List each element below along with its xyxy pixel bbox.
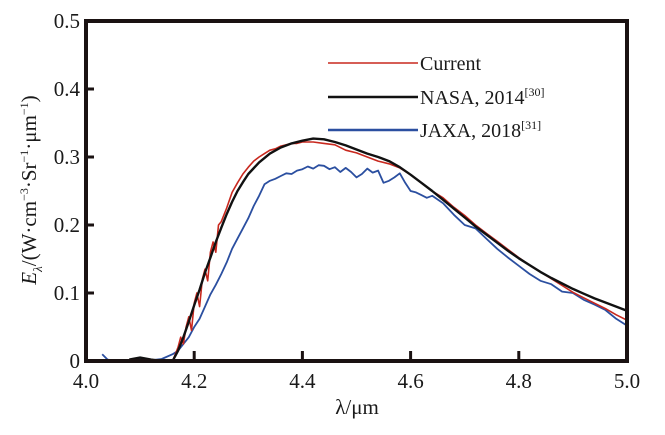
axes (84, 19, 629, 363)
series-line-nasa-2014 (129, 137, 628, 363)
x-tick-label: 5.0 (614, 369, 640, 393)
x-axis-label-text: λ/μm (335, 395, 379, 419)
y-axis-label-subscript: λ (30, 266, 45, 273)
y-tick-label: 0.4 (54, 77, 81, 101)
y-axis-ticks: 0 0.1 0.2 0.3 0.4 0.5 (54, 9, 94, 373)
plot-frame (84, 19, 629, 363)
legend-label-jaxa-2018: JAXA, 2018[31] (420, 118, 541, 142)
x-tick-label: 4.2 (181, 369, 207, 393)
y-tick-label: 0.3 (54, 145, 80, 169)
x-axis-ticks: 4.0 4.2 4.4 4.6 4.8 5.0 (73, 351, 640, 393)
y-axis-label-symbol: E (17, 272, 41, 286)
y-axis-label-unit2: ·Sr (17, 162, 41, 188)
x-tick-label: 4.4 (289, 369, 316, 393)
x-tick-label: 4.6 (397, 369, 423, 393)
y-axis-label: Eλ/(W·cm−3·Sr−1·μm−1) (17, 95, 45, 285)
legend-reference: [30] (524, 85, 544, 99)
y-axis-label-unit3: ·μm (17, 115, 41, 150)
legend-label-current: Current (420, 53, 482, 75)
series-layer (101, 137, 628, 363)
y-tick-label: 0 (70, 349, 81, 373)
y-axis-label-unit: /(W·cm (17, 201, 41, 266)
y-axis-label-exp3: −1 (17, 102, 31, 115)
y-axis-label-exp1: −3 (17, 188, 31, 201)
y-axis-label-close: ) (17, 95, 41, 102)
legend-reference: [31] (521, 118, 541, 132)
y-axis-label-exp2: −1 (17, 150, 31, 163)
x-axis-label: λ/μm (335, 395, 379, 419)
y-tick-label: 0.1 (54, 281, 80, 305)
y-tick-label: 0.5 (54, 9, 80, 33)
legend: Current NASA, 2014[30] JAXA, 2018[31] (328, 53, 544, 142)
legend-label-nasa-2014: NASA, 2014[30] (420, 85, 544, 109)
series-line-jaxa-2018 (101, 164, 628, 362)
x-tick-label: 4.0 (73, 369, 99, 393)
y-tick-label: 0.2 (54, 213, 80, 237)
x-tick-label: 4.8 (506, 369, 532, 393)
